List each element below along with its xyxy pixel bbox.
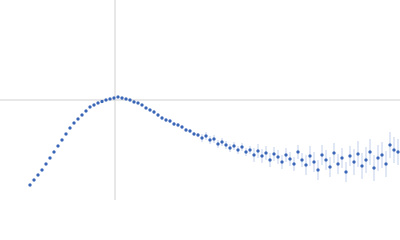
data-point — [52, 150, 56, 154]
data-point — [260, 154, 264, 158]
data-point — [144, 106, 148, 110]
data-point — [112, 96, 116, 100]
data-point — [328, 165, 332, 169]
data-point — [224, 143, 228, 147]
data-point — [252, 153, 256, 157]
data-point — [216, 142, 220, 146]
data-point — [160, 116, 164, 120]
data-point — [288, 157, 292, 161]
data-point — [84, 109, 88, 113]
data-point — [168, 119, 172, 123]
data-point — [312, 160, 316, 164]
data-point — [68, 126, 72, 130]
data-point — [272, 152, 276, 156]
data-point — [280, 160, 284, 164]
data-point — [240, 145, 244, 149]
data-point — [268, 158, 272, 162]
data-point — [264, 151, 268, 155]
data-point — [244, 150, 248, 154]
data-point — [80, 113, 84, 117]
data-point — [184, 128, 188, 132]
data-point — [352, 160, 356, 164]
data-point — [200, 136, 204, 140]
data-point — [356, 152, 360, 156]
data-point — [164, 118, 168, 122]
data-point — [136, 101, 140, 105]
data-point — [176, 123, 180, 127]
data-point — [76, 117, 80, 121]
data-point — [360, 164, 364, 168]
data-point — [28, 183, 32, 187]
data-point — [120, 96, 124, 100]
data-point — [236, 148, 240, 152]
data-point — [248, 148, 252, 152]
data-point — [348, 154, 352, 158]
data-point — [32, 178, 36, 182]
data-point — [124, 97, 128, 101]
data-point — [96, 101, 100, 105]
data-point — [108, 97, 112, 101]
data-point — [56, 144, 60, 148]
data-point — [256, 149, 260, 153]
data-point — [104, 98, 108, 102]
data-point — [308, 154, 312, 158]
data-point — [116, 95, 120, 99]
data-point — [132, 100, 136, 104]
data-point — [332, 151, 336, 155]
data-point — [344, 170, 348, 174]
data-point — [88, 105, 92, 109]
data-point — [384, 162, 388, 166]
data-point — [64, 132, 68, 136]
data-point — [320, 153, 324, 157]
data-point — [364, 158, 368, 162]
data-point — [208, 138, 212, 142]
data-point — [60, 138, 64, 142]
data-point — [232, 144, 236, 148]
data-point — [40, 168, 44, 172]
data-point — [284, 153, 288, 157]
data-point — [336, 162, 340, 166]
data-point — [156, 113, 160, 117]
data-point — [228, 146, 232, 150]
data-point — [192, 132, 196, 136]
data-point — [220, 140, 224, 144]
chart — [0, 0, 400, 200]
data-point — [292, 162, 296, 166]
data-point — [148, 108, 152, 112]
data-point — [396, 150, 400, 154]
data-point — [172, 122, 176, 126]
data-point — [380, 153, 384, 157]
data-point — [180, 125, 184, 129]
data-point — [100, 99, 104, 104]
data-point — [276, 155, 280, 159]
data-point — [324, 158, 328, 162]
data-point — [36, 173, 40, 177]
data-point — [128, 98, 132, 102]
data-point — [152, 110, 156, 114]
data-point — [388, 143, 392, 147]
data-point — [296, 150, 300, 154]
data-point — [316, 168, 320, 172]
data-point — [204, 134, 208, 138]
data-point — [392, 148, 396, 152]
data-point — [368, 150, 372, 154]
data-point — [340, 156, 344, 160]
data-point — [92, 103, 96, 107]
data-point — [188, 129, 192, 133]
data-point — [72, 121, 76, 125]
data-point — [140, 103, 144, 107]
data-point — [300, 158, 304, 162]
data-point — [44, 162, 48, 166]
data-point — [48, 156, 52, 160]
data-point — [372, 166, 376, 170]
data-point — [212, 137, 216, 141]
data-point — [304, 163, 308, 167]
data-point — [196, 133, 200, 137]
data-point — [376, 156, 380, 160]
